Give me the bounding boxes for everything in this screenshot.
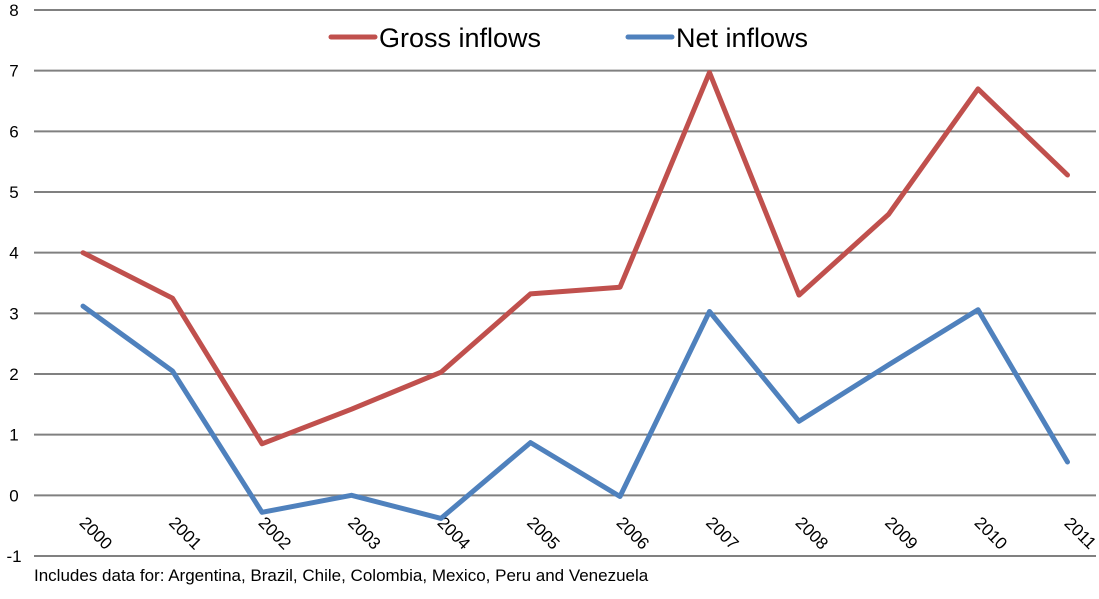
legend-label-gross-inflows: Gross inflows (379, 23, 541, 53)
series-line-gross-inflows (80, 70, 1070, 447)
x-axis-tick-labels: 2000 2001 2002 2003 2004 2005 2006 2007 2008 2009… (76, 513, 1099, 553)
footnote: Includes data for: Argentina, Brazil, Ch… (34, 566, 649, 585)
y-tick-label: 6 (9, 122, 18, 141)
x-tick-label: 2010 (971, 513, 1011, 553)
x-tick-label: 2011 (1061, 514, 1099, 553)
y-tick-label: 1 (9, 426, 18, 445)
x-tick-label: 2008 (792, 513, 832, 553)
x-tick-label: 2007 (702, 513, 742, 553)
x-tick-label: 2003 (344, 513, 384, 553)
legend-label-net-inflows: Net inflows (676, 23, 808, 53)
y-tick-label: -1 (6, 547, 21, 566)
y-tick-label: 2 (9, 365, 18, 384)
y-tick-label: 4 (9, 244, 18, 263)
x-tick-label: 2001 (165, 513, 205, 553)
y-axis-tick-labels: 8 7 6 5 4 3 2 1 0 -1 (6, 1, 21, 566)
y-tick-label: 5 (9, 183, 18, 202)
x-tick-label: 2005 (523, 513, 563, 553)
x-tick-label: 2002 (255, 513, 295, 553)
gridlines (34, 9, 1096, 557)
x-tick-label: 2000 (76, 513, 116, 553)
y-tick-label: 8 (9, 1, 18, 20)
y-tick-label: 7 (9, 62, 18, 81)
series-lines (80, 70, 1070, 521)
y-tick-label: 3 (9, 304, 18, 323)
x-tick-label: 2009 (881, 513, 921, 553)
legend: Gross inflows Net inflows (328, 23, 808, 53)
y-tick-label: 0 (9, 486, 18, 505)
x-tick-label: 2006 (613, 513, 653, 553)
series-line-net-inflows (80, 303, 1070, 521)
